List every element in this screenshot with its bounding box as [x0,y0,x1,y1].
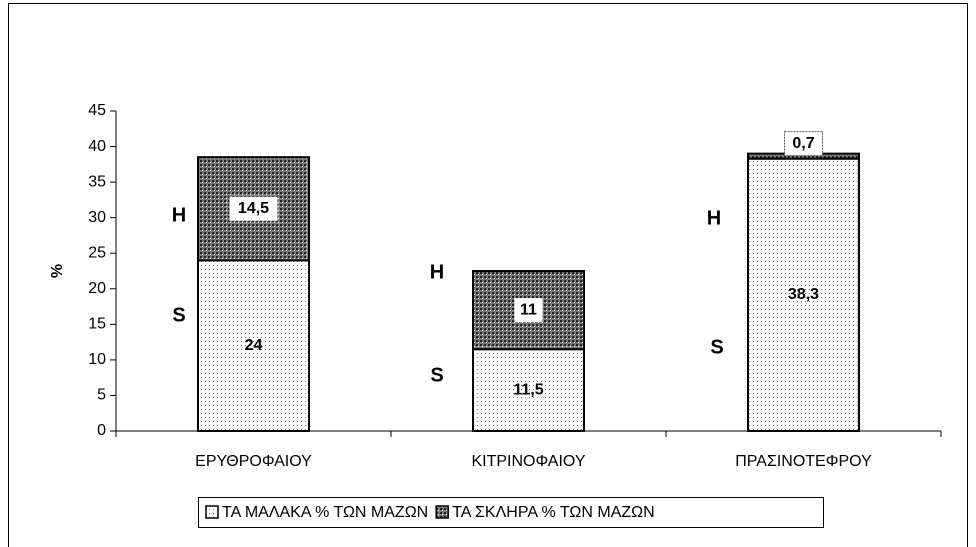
annotation: H [430,261,444,283]
y-tick-label: 45 [88,102,106,119]
data-label: 24 [245,337,263,354]
y-tick-label: 40 [88,138,106,155]
annotation: H [172,204,186,226]
legend-label: ΤΑ ΜΑΛΑΚΑ % ΤΩΝ ΜΑΖΩΝ [222,504,428,521]
x-tick-label: ΕΡΥΘΡΟΦΑΙΟΥ [195,453,312,470]
bar-segment [747,157,860,432]
annotation: S [430,364,443,386]
legend-swatch [205,505,219,519]
y-axis-label: % [49,264,66,278]
y-tick-label: 0 [97,422,106,439]
label-box [229,196,278,221]
y-tick-label: 15 [88,316,106,333]
data-label: 14,5 [238,200,269,217]
label-box [784,131,823,157]
y-tick-label: 25 [88,244,106,261]
legend [198,497,824,528]
y-tick-label: 35 [88,173,106,190]
legend-label: ΤΑ ΣΚΛΗΡΑ % ΤΩΝ ΜΑΖΩΝ [452,504,654,521]
annotation: S [710,336,723,358]
y-tick-label: 30 [88,209,106,226]
y-tick-label: 20 [88,280,106,297]
x-tick-label: ΠΡΑΣΙΝΟΤΕΦΡΟΥ [735,453,872,470]
x-tick-label: ΚΙΤΡΙΝΟΦΑΙΟΥ [471,453,585,470]
data-label: 11 [520,301,537,318]
bar-segment [197,259,310,433]
data-label: 0,7 [792,135,814,152]
annotation: H [707,207,721,229]
label-box [514,298,543,323]
y-tick-label: 5 [97,387,106,404]
annotation: S [172,304,185,326]
bar-segment [472,348,585,433]
y-tick-label: 10 [88,351,106,368]
legend-swatch [435,505,449,519]
data-label: 11,5 [513,381,543,398]
data-label: 38,3 [788,286,819,303]
